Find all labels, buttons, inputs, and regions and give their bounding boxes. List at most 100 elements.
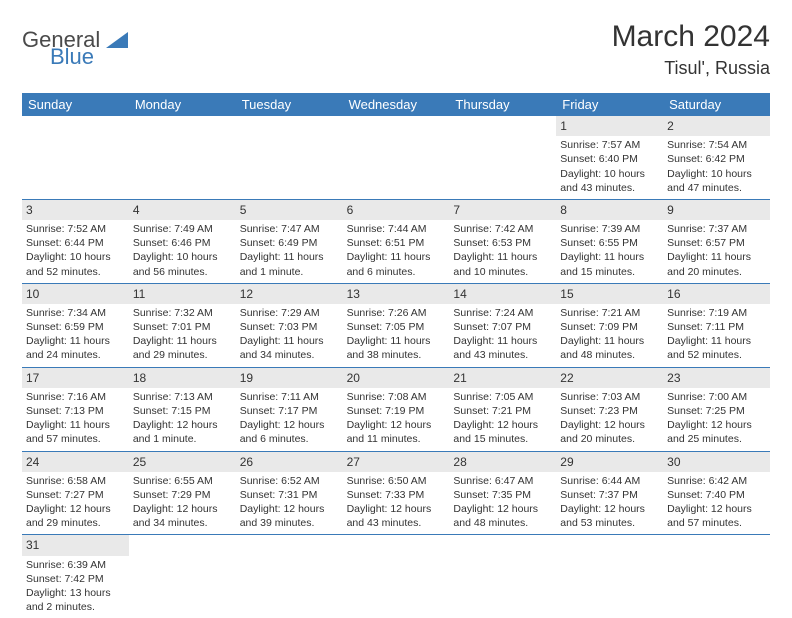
cell-sunset: Sunset: 6:46 PM <box>133 236 232 250</box>
calendar-cell: 11Sunrise: 7:32 AMSunset: 7:01 PMDayligh… <box>129 284 236 367</box>
day-number: 11 <box>129 284 236 304</box>
cell-daylight1: Daylight: 12 hours <box>560 418 659 432</box>
cell-sunset: Sunset: 6:53 PM <box>453 236 552 250</box>
cell-daylight1: Daylight: 11 hours <box>347 250 446 264</box>
cell-sunrise: Sunrise: 7:29 AM <box>240 306 339 320</box>
cell-sunset: Sunset: 6:59 PM <box>26 320 125 334</box>
cell-daylight2: and 57 minutes. <box>667 516 766 530</box>
cell-sunset: Sunset: 6:42 PM <box>667 152 766 166</box>
day-number: 8 <box>556 200 663 220</box>
week-row: 10Sunrise: 7:34 AMSunset: 6:59 PMDayligh… <box>22 284 770 368</box>
day-number: 23 <box>663 368 770 388</box>
week-row: 24Sunrise: 6:58 AMSunset: 7:27 PMDayligh… <box>22 452 770 536</box>
cell-sunset: Sunset: 7:01 PM <box>133 320 232 334</box>
cell-sunrise: Sunrise: 7:44 AM <box>347 222 446 236</box>
cell-daylight1: Daylight: 11 hours <box>560 334 659 348</box>
calendar-cell: 31Sunrise: 6:39 AMSunset: 7:42 PMDayligh… <box>22 535 129 618</box>
calendar-cell <box>556 535 663 618</box>
day-number: 31 <box>22 535 129 555</box>
cell-sunset: Sunset: 7:31 PM <box>240 488 339 502</box>
cell-sunrise: Sunrise: 7:11 AM <box>240 390 339 404</box>
cell-sunrise: Sunrise: 6:52 AM <box>240 474 339 488</box>
calendar-cell: 16Sunrise: 7:19 AMSunset: 7:11 PMDayligh… <box>663 284 770 367</box>
cell-daylight1: Daylight: 12 hours <box>133 502 232 516</box>
cell-sunrise: Sunrise: 6:42 AM <box>667 474 766 488</box>
calendar-cell: 15Sunrise: 7:21 AMSunset: 7:09 PMDayligh… <box>556 284 663 367</box>
cell-sunrise: Sunrise: 7:19 AM <box>667 306 766 320</box>
cell-sunset: Sunset: 6:40 PM <box>560 152 659 166</box>
calendar-cell: 21Sunrise: 7:05 AMSunset: 7:21 PMDayligh… <box>449 368 556 451</box>
header: General March 2024 Tisul', Russia <box>22 20 770 79</box>
day-header-thursday: Thursday <box>449 93 556 116</box>
cell-sunrise: Sunrise: 7:39 AM <box>560 222 659 236</box>
week-row: 17Sunrise: 7:16 AMSunset: 7:13 PMDayligh… <box>22 368 770 452</box>
day-number: 29 <box>556 452 663 472</box>
day-number: 18 <box>129 368 236 388</box>
logo-line2: Blue <box>50 44 94 70</box>
day-number: 2 <box>663 116 770 136</box>
day-header-saturday: Saturday <box>663 93 770 116</box>
cell-daylight1: Daylight: 10 hours <box>133 250 232 264</box>
day-number: 16 <box>663 284 770 304</box>
day-number: 5 <box>236 200 343 220</box>
cell-daylight2: and 43 minutes. <box>347 516 446 530</box>
day-number: 19 <box>236 368 343 388</box>
cell-sunset: Sunset: 7:33 PM <box>347 488 446 502</box>
cell-sunset: Sunset: 7:37 PM <box>560 488 659 502</box>
day-number: 27 <box>343 452 450 472</box>
cell-daylight2: and 43 minutes. <box>453 348 552 362</box>
calendar-cell <box>449 116 556 199</box>
week-row: 1Sunrise: 7:57 AMSunset: 6:40 PMDaylight… <box>22 116 770 200</box>
cell-daylight1: Daylight: 12 hours <box>133 418 232 432</box>
cell-sunset: Sunset: 6:55 PM <box>560 236 659 250</box>
cell-sunrise: Sunrise: 6:44 AM <box>560 474 659 488</box>
cell-sunset: Sunset: 7:07 PM <box>453 320 552 334</box>
cell-daylight1: Daylight: 12 hours <box>347 502 446 516</box>
day-number: 7 <box>449 200 556 220</box>
cell-daylight2: and 6 minutes. <box>240 432 339 446</box>
cell-daylight1: Daylight: 11 hours <box>667 334 766 348</box>
cell-sunrise: Sunrise: 7:05 AM <box>453 390 552 404</box>
cell-daylight2: and 20 minutes. <box>667 265 766 279</box>
cell-daylight1: Daylight: 12 hours <box>667 418 766 432</box>
calendar-cell <box>129 535 236 618</box>
logo-triangle-icon <box>106 28 128 54</box>
cell-sunrise: Sunrise: 7:21 AM <box>560 306 659 320</box>
calendar-cell <box>449 535 556 618</box>
cell-daylight1: Daylight: 11 hours <box>240 250 339 264</box>
cell-sunrise: Sunrise: 6:58 AM <box>26 474 125 488</box>
cell-daylight2: and 1 minute. <box>133 432 232 446</box>
day-number: 12 <box>236 284 343 304</box>
cell-daylight1: Daylight: 12 hours <box>240 418 339 432</box>
day-number: 3 <box>22 200 129 220</box>
calendar-cell: 7Sunrise: 7:42 AMSunset: 6:53 PMDaylight… <box>449 200 556 283</box>
cell-daylight1: Daylight: 12 hours <box>560 502 659 516</box>
cell-sunrise: Sunrise: 7:24 AM <box>453 306 552 320</box>
cell-sunset: Sunset: 7:29 PM <box>133 488 232 502</box>
cell-daylight2: and 6 minutes. <box>347 265 446 279</box>
calendar-cell <box>22 116 129 199</box>
cell-daylight2: and 15 minutes. <box>453 432 552 446</box>
cell-sunset: Sunset: 7:42 PM <box>26 572 125 586</box>
day-number: 15 <box>556 284 663 304</box>
cell-daylight2: and 2 minutes. <box>26 600 125 614</box>
calendar-cell: 19Sunrise: 7:11 AMSunset: 7:17 PMDayligh… <box>236 368 343 451</box>
cell-sunrise: Sunrise: 7:54 AM <box>667 138 766 152</box>
cell-sunrise: Sunrise: 7:49 AM <box>133 222 232 236</box>
cell-sunrise: Sunrise: 7:26 AM <box>347 306 446 320</box>
day-number: 14 <box>449 284 556 304</box>
cell-daylight2: and 24 minutes. <box>26 348 125 362</box>
cell-sunrise: Sunrise: 7:03 AM <box>560 390 659 404</box>
day-header-tuesday: Tuesday <box>236 93 343 116</box>
cell-daylight2: and 47 minutes. <box>667 181 766 195</box>
cell-sunrise: Sunrise: 7:52 AM <box>26 222 125 236</box>
calendar-cell: 22Sunrise: 7:03 AMSunset: 7:23 PMDayligh… <box>556 368 663 451</box>
calendar-cell <box>663 535 770 618</box>
logo-text-blue: Blue <box>50 44 94 69</box>
day-number: 22 <box>556 368 663 388</box>
calendar-cell: 1Sunrise: 7:57 AMSunset: 6:40 PMDaylight… <box>556 116 663 199</box>
calendar-cell: 3Sunrise: 7:52 AMSunset: 6:44 PMDaylight… <box>22 200 129 283</box>
cell-daylight2: and 10 minutes. <box>453 265 552 279</box>
calendar-cell: 14Sunrise: 7:24 AMSunset: 7:07 PMDayligh… <box>449 284 556 367</box>
day-number: 13 <box>343 284 450 304</box>
